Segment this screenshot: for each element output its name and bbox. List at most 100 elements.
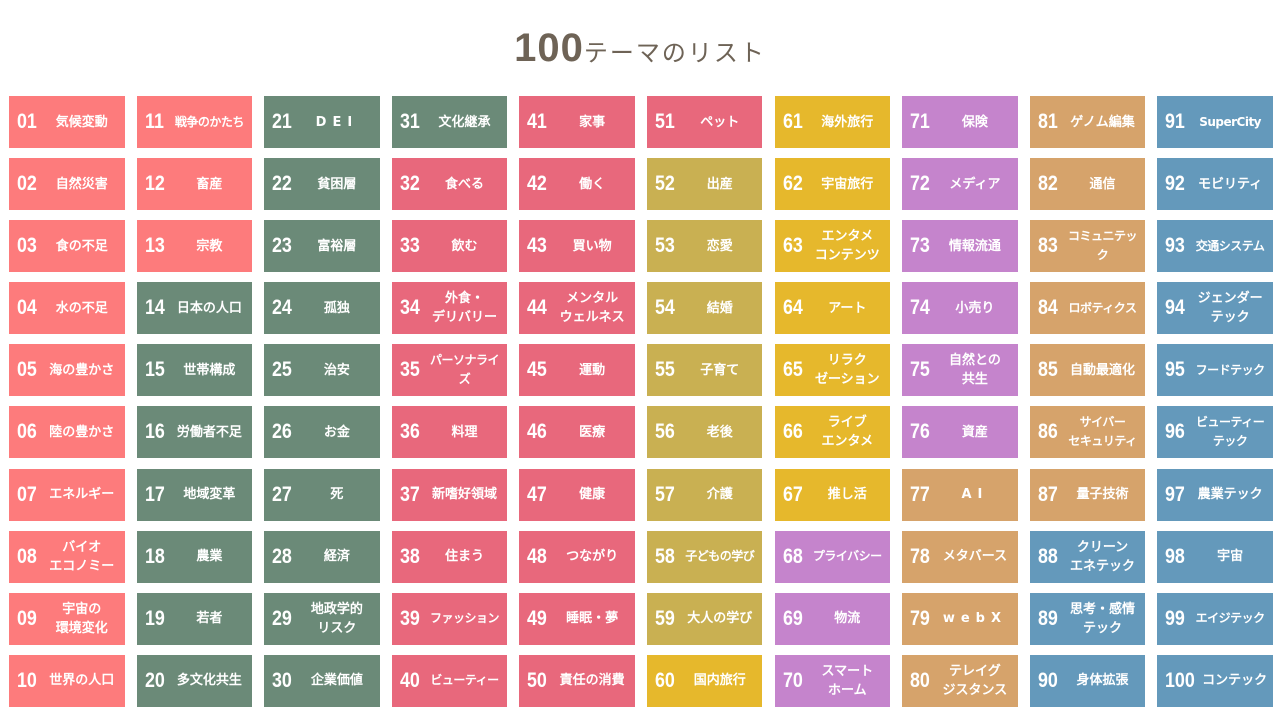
theme-tile-80[interactable]: 80 テレイグ ジスタンス <box>902 654 1018 707</box>
theme-tile-05[interactable]: 05 海の豊かさ <box>9 344 125 397</box>
theme-tile-36[interactable]: 36 料理 <box>391 406 508 459</box>
theme-tile-86[interactable]: 86 サイバー セキュリティ <box>1029 406 1146 459</box>
theme-tile-19[interactable]: 19 若者 <box>136 592 253 645</box>
theme-tile-48[interactable]: 48 つながり <box>519 530 635 583</box>
theme-tile-03[interactable]: 03 食の不足 <box>9 220 125 273</box>
theme-tile-63[interactable]: 63 エンタメ コンテンツ <box>774 220 891 273</box>
theme-tile-51[interactable]: 51 ペット <box>646 96 763 148</box>
theme-tile-01[interactable]: 01 気候変動 <box>9 96 125 148</box>
theme-tile-67[interactable]: 67 推し活 <box>774 468 891 521</box>
theme-tile-85[interactable]: 85 自動最適化 <box>1029 344 1146 397</box>
theme-tile-08[interactable]: 08 バイオ エコノミー <box>9 530 125 583</box>
theme-tile-66[interactable]: 66 ライブ エンタメ <box>774 406 891 459</box>
theme-tile-21[interactable]: 21 DEI <box>264 96 380 148</box>
theme-tile-35[interactable]: 35 パーソナライズ <box>391 344 508 397</box>
theme-tile-53[interactable]: 53 恋愛 <box>646 220 763 273</box>
theme-tile-58[interactable]: 58 子どもの学び <box>646 530 763 583</box>
theme-tile-74[interactable]: 74 小売り <box>902 282 1018 335</box>
theme-tile-83[interactable]: 83 コミュニテック <box>1029 220 1146 273</box>
theme-tile-82[interactable]: 82 通信 <box>1029 158 1146 211</box>
theme-tile-17[interactable]: 17 地域変革 <box>136 468 253 521</box>
theme-tile-97[interactable]: 97 農業テック <box>1157 468 1273 521</box>
theme-tile-59[interactable]: 59 大人の学び <box>646 592 763 645</box>
theme-tile-61[interactable]: 61 海外旅行 <box>774 96 891 148</box>
theme-tile-44[interactable]: 44 メンタル ウェルネス <box>519 282 635 335</box>
theme-tile-96[interactable]: 96 ビューティー テック <box>1157 406 1273 459</box>
theme-tile-92[interactable]: 92 モビリティ <box>1157 158 1273 211</box>
theme-tile-89[interactable]: 89 思考・感情 テック <box>1029 592 1146 645</box>
theme-tile-12[interactable]: 12 畜産 <box>136 158 253 211</box>
theme-tile-54[interactable]: 54 結婚 <box>646 282 763 335</box>
theme-tile-90[interactable]: 90 身体拡張 <box>1029 654 1146 707</box>
theme-tile-41[interactable]: 41 家事 <box>519 96 635 148</box>
theme-tile-40[interactable]: 40 ビューティー <box>391 654 508 707</box>
theme-tile-10[interactable]: 10 世界の人口 <box>9 654 125 707</box>
theme-tile-30[interactable]: 30 企業価値 <box>264 654 380 707</box>
theme-tile-13[interactable]: 13 宗教 <box>136 220 253 273</box>
theme-tile-52[interactable]: 52 出産 <box>646 158 763 211</box>
theme-tile-93[interactable]: 93 交通システム <box>1157 220 1273 273</box>
theme-tile-49[interactable]: 49 睡眠・夢 <box>519 592 635 645</box>
theme-tile-56[interactable]: 56 老後 <box>646 406 763 459</box>
theme-tile-72[interactable]: 72 メディア <box>902 158 1018 211</box>
theme-tile-71[interactable]: 71 保険 <box>902 96 1018 148</box>
theme-tile-29[interactable]: 29 地政学的 リスク <box>264 592 380 645</box>
theme-tile-55[interactable]: 55 子育て <box>646 344 763 397</box>
theme-tile-42[interactable]: 42 働く <box>519 158 635 211</box>
theme-tile-32[interactable]: 32 食べる <box>391 158 508 211</box>
theme-tile-06[interactable]: 06 陸の豊かさ <box>9 406 125 459</box>
theme-tile-57[interactable]: 57 介護 <box>646 468 763 521</box>
theme-tile-95[interactable]: 95 フードテック <box>1157 344 1273 397</box>
theme-tile-91[interactable]: 91 SuperCity <box>1157 96 1273 148</box>
theme-tile-94[interactable]: 94 ジェンダー テック <box>1157 282 1273 335</box>
theme-tile-43[interactable]: 43 買い物 <box>519 220 635 273</box>
theme-tile-98[interactable]: 98 宇宙 <box>1157 530 1273 583</box>
theme-tile-38[interactable]: 38 住まう <box>391 530 508 583</box>
theme-tile-79[interactable]: 79 webX <box>902 592 1018 645</box>
theme-tile-04[interactable]: 04 水の不足 <box>9 282 125 335</box>
theme-tile-87[interactable]: 87 量子技術 <box>1029 468 1146 521</box>
theme-tile-26[interactable]: 26 お金 <box>264 406 380 459</box>
theme-tile-23[interactable]: 23 富裕層 <box>264 220 380 273</box>
theme-tile-24[interactable]: 24 孤独 <box>264 282 380 335</box>
theme-tile-81[interactable]: 81 ゲノム編集 <box>1029 96 1146 148</box>
theme-tile-75[interactable]: 75 自然との 共生 <box>902 344 1018 397</box>
theme-tile-02[interactable]: 02 自然災害 <box>9 158 125 211</box>
theme-tile-15[interactable]: 15 世帯構成 <box>136 344 253 397</box>
theme-tile-33[interactable]: 33 飲む <box>391 220 508 273</box>
theme-tile-27[interactable]: 27 死 <box>264 468 380 521</box>
theme-tile-25[interactable]: 25 治安 <box>264 344 380 397</box>
theme-tile-47[interactable]: 47 健康 <box>519 468 635 521</box>
theme-tile-07[interactable]: 07 エネルギー <box>9 468 125 521</box>
theme-tile-77[interactable]: 77 AI <box>902 468 1018 521</box>
theme-tile-46[interactable]: 46 医療 <box>519 406 635 459</box>
theme-tile-78[interactable]: 78 メタバース <box>902 530 1018 583</box>
theme-tile-11[interactable]: 11 戦争のかたち <box>136 96 253 148</box>
theme-tile-65[interactable]: 65 リラク ゼーション <box>774 344 891 397</box>
theme-tile-16[interactable]: 16 労働者不足 <box>136 406 253 459</box>
theme-tile-68[interactable]: 68 プライバシー <box>774 530 891 583</box>
theme-tile-22[interactable]: 22 貧困層 <box>264 158 380 211</box>
theme-tile-69[interactable]: 69 物流 <box>774 592 891 645</box>
theme-tile-73[interactable]: 73 情報流通 <box>902 220 1018 273</box>
theme-tile-45[interactable]: 45 運動 <box>519 344 635 397</box>
theme-tile-84[interactable]: 84 ロボティクス <box>1029 282 1146 335</box>
theme-tile-20[interactable]: 20 多文化共生 <box>136 654 253 707</box>
theme-tile-100[interactable]: 100 コンテック <box>1157 654 1273 707</box>
theme-tile-60[interactable]: 60 国内旅行 <box>646 654 763 707</box>
theme-tile-39[interactable]: 39 ファッション <box>391 592 508 645</box>
theme-tile-09[interactable]: 09 宇宙の 環境変化 <box>9 592 125 645</box>
theme-tile-18[interactable]: 18 農業 <box>136 530 253 583</box>
theme-tile-50[interactable]: 50 責任の消費 <box>519 654 635 707</box>
theme-tile-70[interactable]: 70 スマート ホーム <box>774 654 891 707</box>
theme-tile-34[interactable]: 34 外食・ デリバリー <box>391 282 508 335</box>
theme-tile-64[interactable]: 64 アート <box>774 282 891 335</box>
theme-tile-62[interactable]: 62 宇宙旅行 <box>774 158 891 211</box>
theme-tile-14[interactable]: 14 日本の人口 <box>136 282 253 335</box>
theme-tile-28[interactable]: 28 経済 <box>264 530 380 583</box>
theme-tile-76[interactable]: 76 資産 <box>902 406 1018 459</box>
theme-tile-31[interactable]: 31 文化継承 <box>391 96 508 148</box>
theme-tile-88[interactable]: 88 クリーン エネテック <box>1029 530 1146 583</box>
theme-tile-99[interactable]: 99 エイジテック <box>1157 592 1273 645</box>
theme-tile-37[interactable]: 37 新嗜好領域 <box>391 468 508 521</box>
